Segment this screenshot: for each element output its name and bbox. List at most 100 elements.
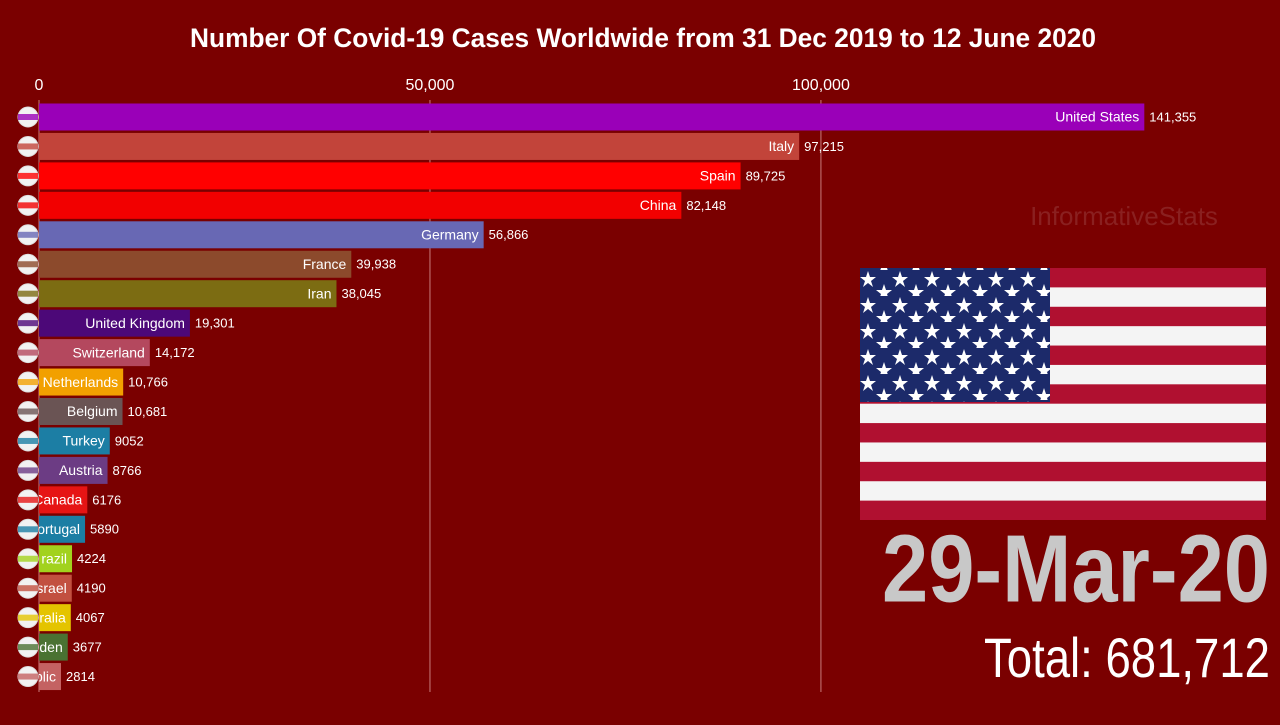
bar-label: Canada: [33, 492, 82, 508]
bar-label: Belgium: [67, 403, 118, 419]
bar-label: ralia: [39, 609, 66, 625]
bar-label: United Kingdom: [85, 315, 185, 331]
value-label: 19,301: [195, 316, 235, 331]
flag-stripe: [18, 231, 38, 238]
bar: [39, 221, 484, 249]
flag-icon: [17, 459, 39, 481]
bar: [39, 368, 124, 396]
value-label: 4224: [77, 551, 106, 566]
value-label: 5890: [90, 522, 119, 537]
flag-icon: [17, 489, 39, 511]
flag-icon: [17, 607, 39, 629]
value-label: 10,766: [128, 374, 168, 389]
bar-label: blic: [35, 668, 56, 684]
bar-label: Spain: [700, 168, 736, 184]
flag-icon: [17, 401, 39, 422]
flag-icon: [17, 135, 39, 157]
flag-stripe: [18, 585, 38, 592]
bar: [39, 103, 1145, 131]
flag-stripe: [18, 614, 38, 621]
us-flag: [860, 268, 1266, 520]
value-label: 14,172: [155, 345, 195, 360]
flag-stripe: [18, 467, 38, 474]
flag-stripe: [18, 673, 38, 680]
watermark: InformativeStats: [1030, 201, 1218, 231]
flag-stripe: [18, 408, 38, 415]
flag-stripe: [18, 555, 38, 562]
flag-icon: [17, 548, 39, 570]
bar-label: Turkey: [62, 433, 104, 449]
flag-icon: [17, 194, 39, 216]
value-label: 2814: [66, 669, 95, 684]
bar: [39, 162, 741, 190]
bar-label: Italy: [768, 138, 794, 154]
flag-stripe: [18, 496, 38, 503]
bar-label: Netherlands: [43, 374, 119, 390]
bar: [39, 515, 86, 543]
bar: [39, 280, 337, 308]
value-label: 6176: [92, 492, 121, 507]
flag-stripe: [18, 526, 38, 533]
value-label: 9052: [115, 433, 144, 448]
bar: [39, 398, 123, 425]
flag-icon: [17, 253, 39, 275]
bar-label: razil: [41, 550, 67, 566]
flag-stripe: [18, 261, 38, 268]
chart-title: Number Of Covid-19 Cases Worldwide from …: [190, 23, 1096, 53]
value-label: 4067: [76, 610, 105, 625]
value-label: 38,045: [341, 286, 381, 301]
bar-label: France: [303, 256, 347, 272]
flag-stripe: [18, 290, 38, 297]
flag-stripe: [18, 349, 38, 356]
flag-stripe: [18, 437, 38, 444]
flag-icon: [17, 577, 39, 599]
x-tick-label: 0: [35, 77, 44, 94]
flag-icon: [17, 666, 39, 688]
bar: [39, 250, 352, 278]
bar-label: United States: [1055, 109, 1139, 125]
bar-label: srael: [36, 580, 66, 596]
flag-stripe: [18, 114, 38, 120]
value-label: 82,148: [686, 198, 726, 213]
bar: [39, 456, 108, 484]
bar-label: Iran: [307, 285, 331, 301]
bar: [39, 545, 73, 573]
bar: [39, 427, 110, 455]
bar-label: Switzerland: [72, 344, 144, 360]
value-label: 56,866: [489, 227, 529, 242]
value-label: 97,215: [804, 139, 844, 154]
value-label: 141,355: [1149, 109, 1196, 124]
value-label: 4190: [77, 581, 106, 596]
flag-icon: [17, 518, 39, 540]
flag-icon: [17, 312, 39, 334]
total-label: Total: 681,712: [984, 626, 1270, 689]
bar-label: China: [640, 197, 677, 213]
bar: [39, 633, 68, 661]
bar-label: eden: [32, 639, 63, 655]
flag-icon: [17, 430, 39, 452]
bar: [39, 663, 62, 691]
flag-icon: [17, 636, 39, 658]
flag-icon: [17, 371, 39, 393]
bar: [39, 574, 72, 602]
flag-stripe: [18, 202, 38, 209]
flag-icon: [17, 224, 39, 246]
flag-stripe: [18, 644, 38, 651]
x-tick-label: 50,000: [405, 77, 454, 94]
flag-stripe: [18, 379, 38, 386]
flag-stripe: [18, 143, 38, 150]
bar: [39, 191, 682, 219]
bar-label: ortugal: [37, 521, 80, 537]
bar: [39, 486, 88, 514]
flag-icon: [17, 165, 39, 187]
flag-stripe: [18, 320, 38, 327]
value-label: 39,938: [356, 257, 396, 272]
date-label: 29-Mar-20: [882, 515, 1270, 622]
value-label: 10,681: [128, 404, 168, 419]
flag-icon: [17, 283, 39, 305]
value-label: 89,725: [746, 168, 786, 183]
bar-label: Austria: [59, 462, 103, 478]
flag-icon: [17, 106, 39, 128]
bar-label: Germany: [421, 227, 479, 243]
